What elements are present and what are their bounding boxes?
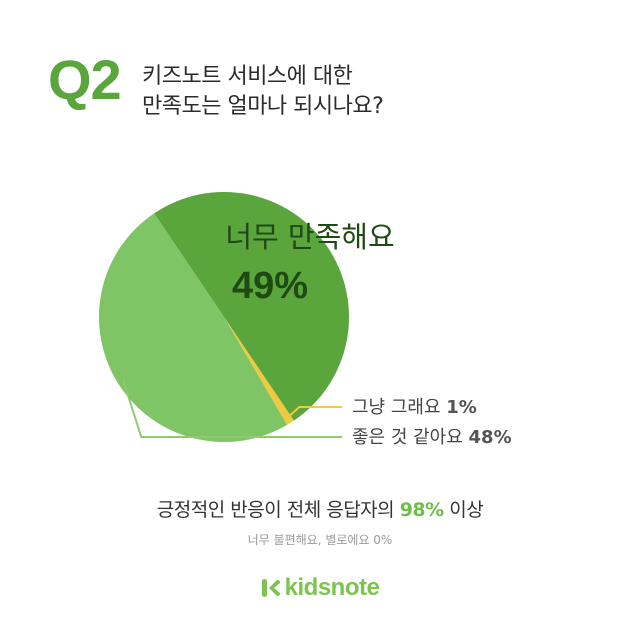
summary-suffix: 이상 <box>449 499 484 521</box>
question-number: Q2 <box>48 48 122 111</box>
pie-slice-1 <box>154 192 350 421</box>
summary-highlight: 98% <box>399 499 444 521</box>
slice-3-label: 좋은 것 같아요 48% <box>352 427 512 448</box>
slice-2-leader-line <box>286 406 342 419</box>
summary-text: 긍정적인 반응이 전체 응답자의 98% 이상 <box>0 495 640 522</box>
summary-prefix: 긍정적인 반응이 전체 응답자의 <box>156 499 395 521</box>
question-title-line-1: 키즈노트 서비스에 대한 <box>142 64 353 89</box>
brand-name: kidsnote <box>284 574 380 601</box>
slice-1-value-label: 49% <box>232 265 308 307</box>
footnote: 너무 불편해요, 별로에요 0% <box>247 533 393 547</box>
slice-1-label: 너무 만족해요 <box>225 220 394 254</box>
slice-3-leader-line <box>122 380 342 438</box>
pie-slice-2 <box>224 317 294 425</box>
question-title-line-2: 만족도는 얼마나 되시나요? <box>142 94 384 119</box>
brand-logo: kidsnote <box>0 574 640 602</box>
slice-2-label: 그냥 그래요 1% <box>352 397 477 418</box>
pie-slice-3 <box>98 213 288 443</box>
question-title: 키즈노트 서비스에 대한 만족도는 얼마나 되시나요? <box>142 62 384 122</box>
kidsnote-k-icon <box>261 579 280 597</box>
